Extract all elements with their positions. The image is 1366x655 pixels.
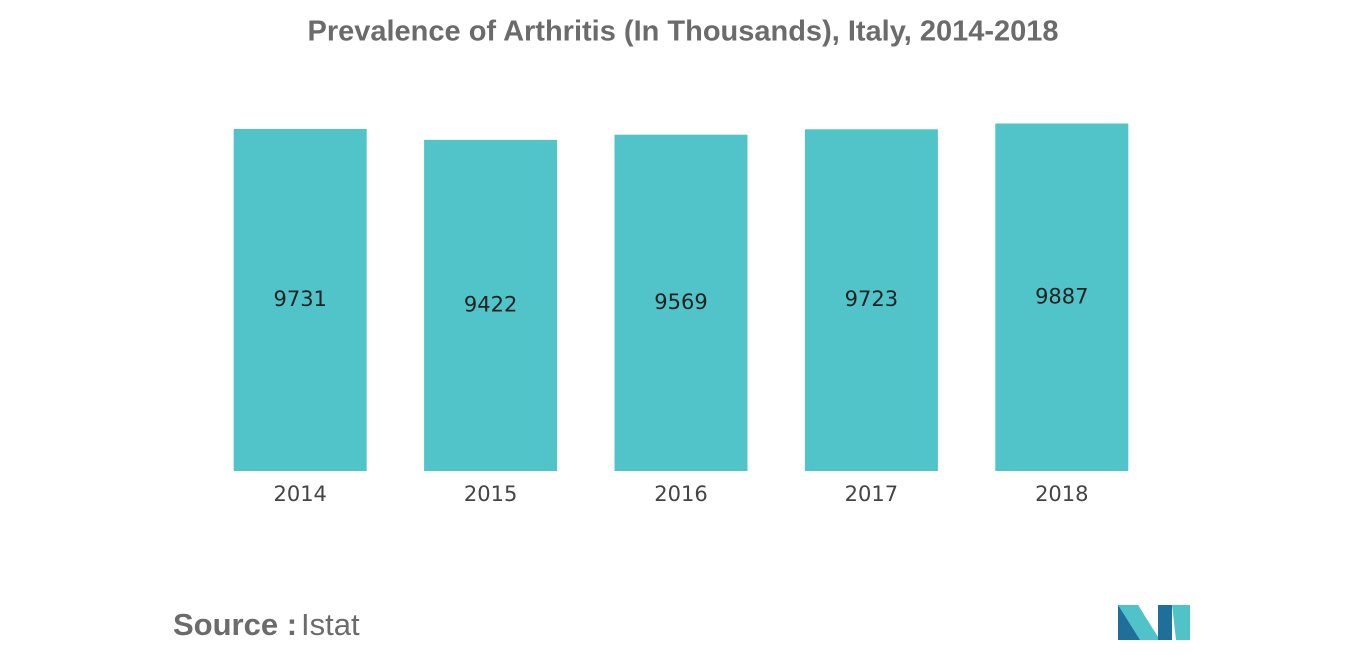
source: Istat	[301, 607, 360, 642]
bar	[424, 139, 558, 471]
value-label: 9422	[464, 292, 517, 316]
x-tick-label: 2014	[273, 482, 326, 506]
value-label: 9723	[845, 287, 898, 311]
logo-part	[1158, 605, 1172, 640]
bar	[804, 129, 938, 471]
logo	[1118, 605, 1190, 640]
x-tick-label: 2016	[654, 482, 707, 506]
value-label: 9731	[273, 287, 326, 311]
value-label: 9887	[1035, 284, 1088, 308]
chart-title: Prevalence of Arthritis (In Thousands), …	[307, 16, 1058, 48]
logo-part	[1118, 605, 1160, 640]
value-label: 9569	[654, 290, 707, 314]
logo-part	[1172, 605, 1190, 640]
bar	[614, 134, 748, 471]
source-label: Source :	[173, 607, 297, 642]
x-tick-label: 2015	[464, 482, 517, 506]
bar	[995, 123, 1129, 471]
x-tick-label: 2017	[845, 482, 898, 506]
bar	[233, 128, 367, 471]
x-tick-label: 2018	[1035, 482, 1088, 506]
